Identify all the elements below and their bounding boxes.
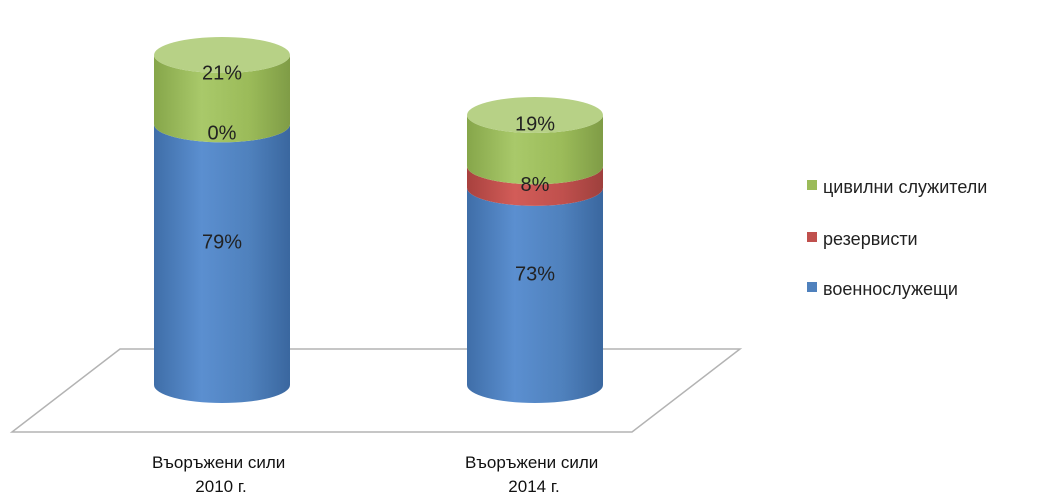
bar-segment-military-2 bbox=[467, 187, 603, 403]
legend-swatch-green bbox=[807, 180, 817, 190]
bar-segment-military-1 bbox=[154, 124, 290, 404]
legend-label-reservists: резервисти bbox=[823, 229, 918, 249]
data-label-reservists-2: 8% bbox=[521, 174, 550, 196]
category-label-line-1: Въоръжени сили bbox=[152, 453, 285, 472]
data-label-military-2: 73% bbox=[515, 263, 555, 285]
category-label-2014: Въоръжени сили 2014 г. bbox=[465, 453, 603, 496]
legend-item-civilians: цивилни служители bbox=[807, 177, 987, 197]
data-label-reservists-1: 0% bbox=[208, 122, 237, 144]
legend-label-military: военнослужещи bbox=[823, 279, 958, 299]
bar-top-cap-2 bbox=[467, 97, 603, 133]
data-label-civilians-1: 21% bbox=[202, 63, 242, 85]
category-label-2010: Въоръжени сили 2010 г. bbox=[152, 453, 290, 496]
data-label-civilians-2: 19% bbox=[515, 114, 555, 136]
category-label-line-2: 2010 г. bbox=[195, 477, 246, 496]
floor-plane bbox=[9, 348, 743, 433]
legend-label-civilians: цивилни служители bbox=[823, 177, 987, 197]
category-label-line-2: 2014 г. bbox=[508, 477, 559, 496]
legend-swatch-red bbox=[807, 232, 817, 242]
segment-labels-group: 79% 0% 21% 73% 8% 19% bbox=[202, 63, 555, 286]
bar-segment-civilians-1 bbox=[154, 55, 290, 143]
legend-item-reservists: резервисти bbox=[807, 229, 918, 249]
bars-group bbox=[154, 37, 603, 404]
legend-item-military: военнослужещи bbox=[807, 279, 958, 299]
legend-swatch-blue bbox=[807, 282, 817, 292]
category-label-line-1: Въоръжени сили bbox=[465, 453, 598, 472]
bar-top-cap-1 bbox=[154, 37, 290, 73]
legend: цивилни служители резервисти военнослуже… bbox=[807, 177, 987, 299]
bar-segment-civilians-2 bbox=[467, 115, 603, 185]
bar-segment-reservists-2 bbox=[467, 166, 603, 206]
data-label-military-1: 79% bbox=[202, 232, 242, 254]
